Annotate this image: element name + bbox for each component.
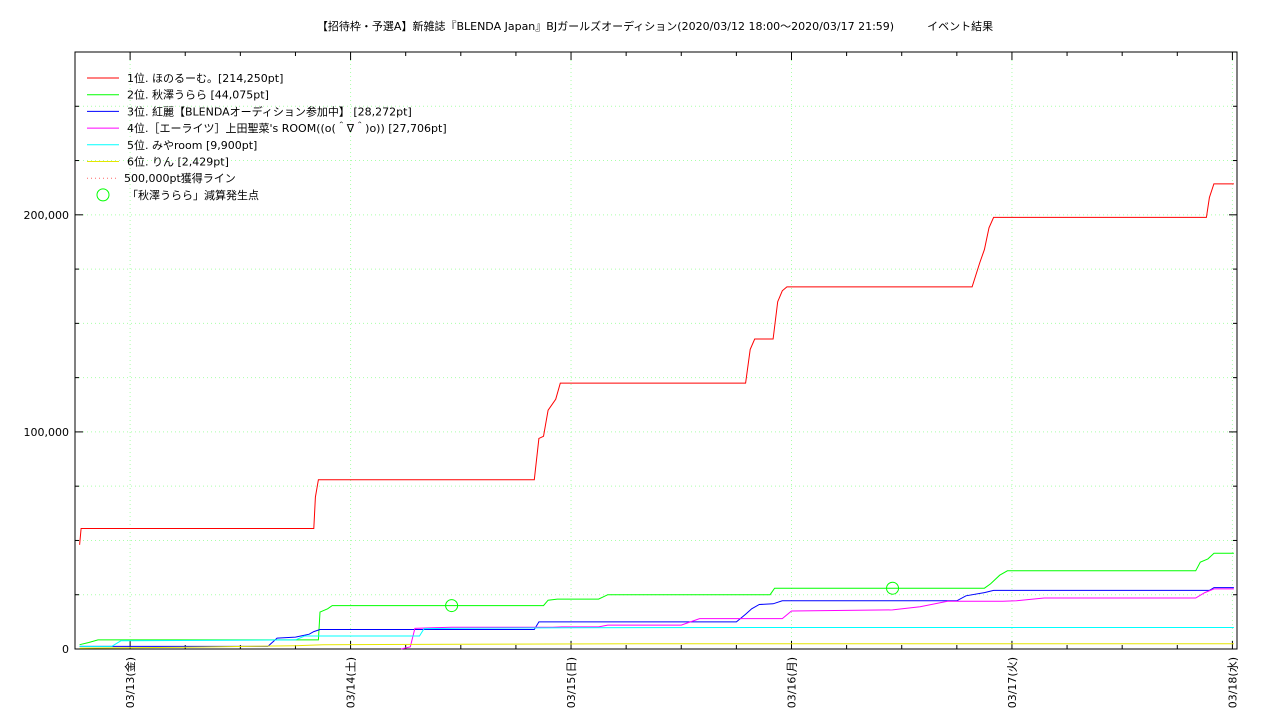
legend-label: 500,000pt獲得ライン	[124, 172, 236, 185]
decrement-marker	[445, 599, 459, 613]
series-line	[79, 627, 1234, 647]
grid-lines	[75, 52, 1237, 649]
x-tick-label: 03/15(日)	[565, 657, 578, 708]
legend-label: 「秋澤うらら」減算発生点	[127, 188, 259, 202]
legend-label: 5位. みやroom [9,900pt]	[127, 138, 257, 152]
axis-ticks: 0 100,000 200,000 03/13(金) 03/14(土) 03/15(日) 0…	[24, 52, 1239, 708]
y-tick-label: 0	[62, 643, 69, 656]
x-tick-label: 03/13(金)	[123, 657, 137, 708]
legend: 1位. ほのるーむ。[214,250pt] 2位. 秋澤うらら [44,075pt…	[87, 71, 447, 202]
x-tick-label: 03/17(火)	[1006, 657, 1019, 708]
legend-label: 2位. 秋澤うらら [44,075pt]	[127, 88, 269, 102]
decrement-markers	[445, 581, 900, 613]
decrement-marker	[886, 581, 900, 595]
legend-label: 4位.［エーライツ］上田聖菜's ROOM((o(＾∇＾)o)) [27,706…	[127, 120, 447, 135]
series-line	[79, 643, 1234, 649]
x-tick-label: 03/18(水)	[1226, 657, 1239, 708]
x-tick-label: 03/16(月)	[785, 657, 798, 708]
series-line	[79, 552, 1234, 646]
y-tick-label: 200,000	[24, 209, 70, 222]
series-line	[79, 587, 1234, 647]
legend-label: 1位. ほのるーむ。[214,250pt]	[127, 71, 283, 85]
plot-frame	[74, 51, 1238, 650]
legend-label: 6位. りん [2,429pt]	[127, 155, 229, 169]
legend-label: 3位. 紅麗【BLENDAオーディション参加中】 [28,272pt]	[127, 104, 412, 118]
series-line	[79, 183, 1234, 545]
y-tick-label: 100,000	[24, 426, 70, 439]
chart-title: 【招待枠・予選A】新雑誌『BLENDA Japan』BJガールズオーディション(…	[317, 19, 993, 33]
series-line	[400, 588, 1234, 650]
x-tick-label: 03/14(土)	[345, 657, 358, 708]
series-lines	[79, 183, 1234, 650]
legend-swatch	[96, 188, 110, 202]
